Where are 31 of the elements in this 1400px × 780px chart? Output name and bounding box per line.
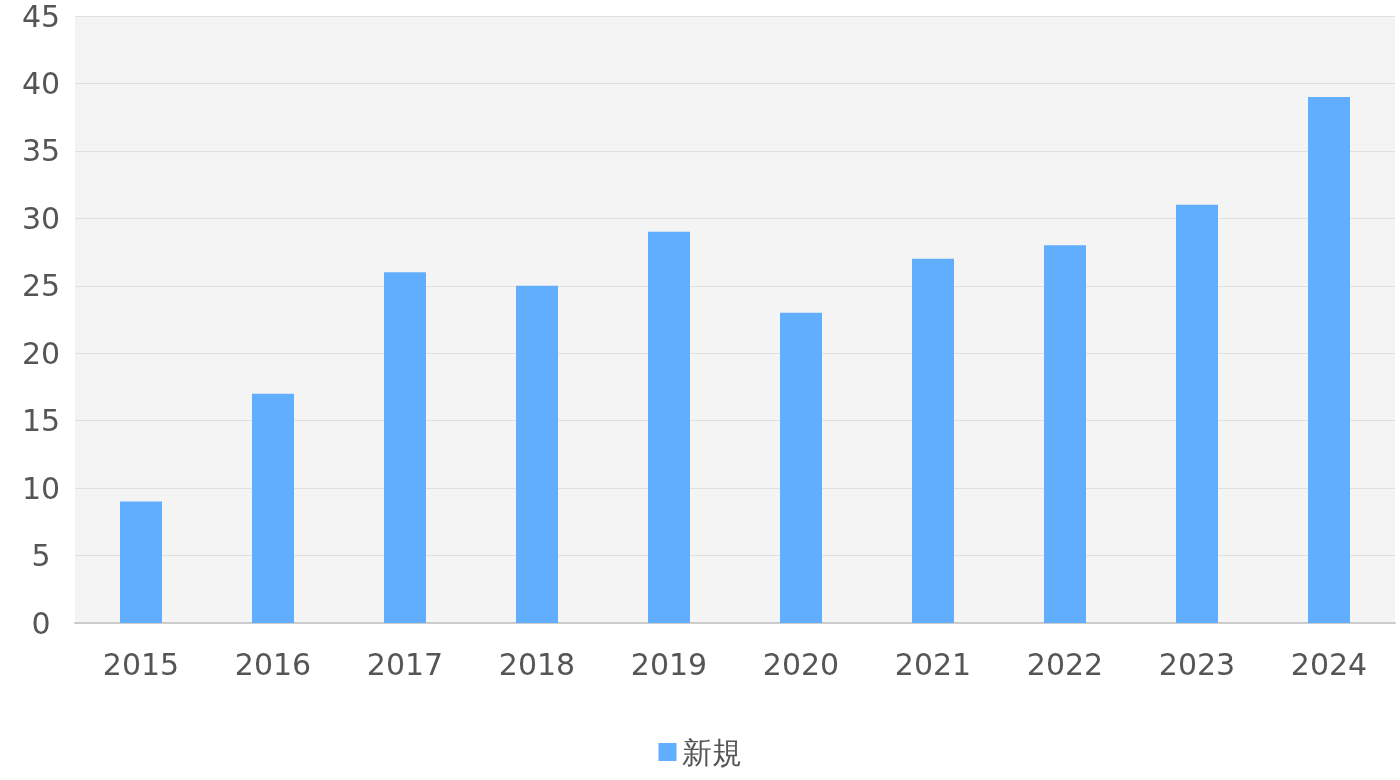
x-tick-label: 2017 (366, 646, 444, 682)
bar (516, 285, 558, 623)
y-tick-label: 20 (21, 335, 61, 371)
y-tick-label: 10 (21, 470, 61, 506)
y-tick-label: 15 (21, 403, 61, 439)
y-tick-label: 25 (21, 268, 61, 304)
bar (648, 231, 690, 623)
x-tick-label: 2022 (1026, 646, 1104, 682)
y-tick-label: 40 (21, 65, 61, 101)
bar (1308, 96, 1350, 623)
bar (1044, 245, 1086, 623)
bar (384, 272, 426, 623)
x-tick-label: 2020 (762, 646, 840, 682)
bar (1176, 204, 1218, 623)
x-tick-label: 2021 (894, 646, 972, 682)
legend-label: 新規 (681, 734, 742, 770)
x-tick-label: 2016 (234, 646, 312, 682)
y-tick-label: 35 (21, 133, 61, 169)
y-tick-label: 0 (31, 605, 51, 641)
y-tick-label: 5 (31, 538, 51, 574)
y-tick-label: 45 (21, 0, 61, 34)
bar (780, 312, 822, 623)
bar (252, 393, 294, 623)
x-tick-label: 2024 (1290, 646, 1368, 682)
bar (912, 258, 954, 623)
bar (120, 501, 162, 623)
x-tick-label: 2019 (630, 646, 708, 682)
x-tick-label: 2023 (1158, 646, 1236, 682)
x-tick-label: 2018 (498, 646, 576, 682)
x-tick-label: 2015 (102, 646, 180, 682)
y-tick-label: 30 (21, 200, 61, 236)
